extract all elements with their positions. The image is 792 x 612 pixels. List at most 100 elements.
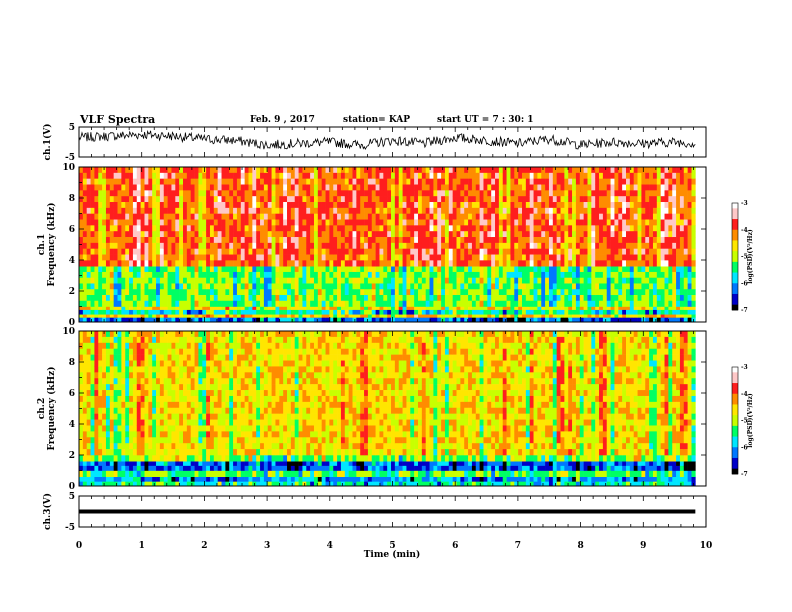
spectrogram-cell [364,237,369,244]
spectrogram-cell [209,283,215,290]
spectrogram-cell [595,213,600,220]
spectrogram-cell [202,225,207,232]
spectrogram-cell [379,266,384,273]
spectrogram-cell [537,219,542,226]
spectrogram-cell [425,242,430,249]
spectrogram-cell [410,309,415,315]
spectrogram-cell [186,289,192,296]
spectrogram-cell [313,202,319,209]
spectrogram-cell [417,172,423,179]
spectrogram-cell [364,248,369,255]
spectrogram-cell [683,481,688,487]
spectrogram-cell [525,242,530,249]
spectrogram-cell [429,242,434,249]
spectrogram-cell [144,248,149,255]
spectrogram-cell [321,190,326,197]
spectrogram-cell [471,231,477,238]
spectrogram-cell [348,231,353,238]
spectrogram-cell [367,178,373,185]
spectrogram-cell [664,196,669,203]
spectrogram-cell [575,314,581,318]
spectrogram-cell [606,207,611,214]
spectrogram-cell [136,266,141,273]
spectrogram-cell [221,271,226,279]
spectrogram-cell [537,225,542,232]
spectrogram-cell [217,254,222,261]
spectrogram-cell [448,271,453,279]
spectrogram-cell [82,248,87,255]
spectrogram-cell [132,314,138,318]
spectrogram-cell [425,476,430,482]
spectrogram-cell [263,294,269,302]
spectrogram-cell [240,300,245,307]
spectrogram-cell [579,254,584,261]
spectrogram-cell [487,317,492,323]
spectrogram-cell [225,231,230,238]
spectrogram-cell [468,172,473,179]
spectrogram-cell [364,202,369,209]
spectrogram-cell [313,481,319,487]
spectrogram-cell [495,202,500,209]
spectrogram-cell [306,254,311,261]
spectrogram-cell [437,289,442,296]
spectrogram-cell [156,248,161,255]
spectrogram-cell [113,309,118,315]
spectrogram-cell [568,248,573,255]
spectrogram-cell [591,300,596,307]
spectrogram-cell [394,213,400,220]
spectrogram-cell [410,219,415,226]
spectrogram-cell [283,167,288,174]
spectrogram-cell [541,242,546,249]
spectrogram-cell [660,481,665,487]
spectrogram-cell [525,300,530,307]
spectrogram-cell [221,476,226,482]
spectrogram-cell [344,213,349,220]
spectrogram-cell [545,309,550,315]
spectrogram-cell [491,481,496,487]
spectrogram-cell [537,314,542,318]
spectrogram-cell [398,248,403,255]
spectrogram-cell [575,260,581,267]
spectrogram-cell [391,306,396,310]
spectrogram-cell [283,306,288,310]
spectrogram-cell [506,266,511,273]
spectrogram-cell [217,289,222,296]
spectrogram-cell [213,178,218,185]
spectrogram-cell [352,254,357,261]
spectrogram-cell [117,207,122,214]
spectrogram-cell [383,207,388,214]
spectrogram-cell [109,172,114,179]
spectrogram-cell [125,481,130,487]
spectrogram-cell [664,237,669,244]
spectrogram-cell [306,196,311,203]
spectrogram-cell [622,277,627,284]
spectrogram-cell [391,271,396,279]
spectrogram-cell [641,242,646,249]
spectrogram-cell [179,219,184,226]
spectrogram-cell [86,260,91,267]
spectrogram-cell [460,184,465,191]
spectrogram-cell [437,172,442,179]
spectrogram-cell [437,314,442,318]
spectrogram-cell [294,242,299,249]
spectrogram-cell [664,300,669,307]
spectrogram-cell [221,283,226,290]
y-axis-label: Frequency (kHz) [46,202,57,286]
spectrogram-cell [687,202,692,209]
spectrogram-cell [498,225,504,232]
spectrogram-cell [541,190,546,197]
spectrogram-cell [391,184,396,191]
spectrogram-cell [302,314,307,318]
spectrogram-cell [606,248,611,255]
spectrogram-cell [433,481,438,487]
spectrogram-cell [672,202,677,209]
spectrogram-cell [460,172,465,179]
spectrogram-cell [614,207,619,214]
spectrogram-cell [610,202,615,209]
spectrogram-cell [152,306,157,310]
spectrogram-cell [98,207,103,214]
spectrogram-cell [79,277,84,284]
spectrogram-cell [167,207,172,214]
spectrogram-cell [263,231,269,238]
spectrogram-cell [348,178,353,185]
